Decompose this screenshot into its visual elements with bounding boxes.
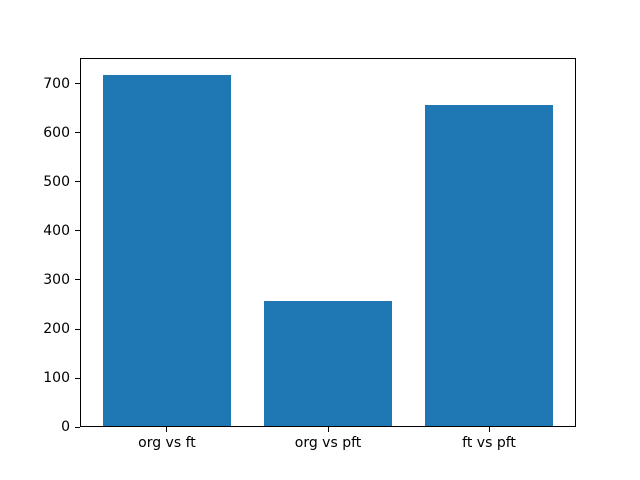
y-tick-mark [75,426,80,428]
y-tick-mark [75,132,80,134]
y-tick-label: 500 [43,173,70,190]
y-tick-mark [75,328,80,330]
x-tick-label: org vs ft [138,435,196,452]
y-tick-label: 400 [43,222,70,239]
y-tick-mark [75,377,80,379]
x-tick-mark [488,427,490,433]
y-tick-mark [75,181,80,183]
bar [263,300,393,428]
x-tick-mark [166,427,168,433]
y-tick-label: 0 [61,419,70,436]
y-tick-mark [75,83,80,85]
y-tick-mark [75,230,80,232]
y-tick-label: 700 [43,75,70,92]
x-tick-label: org vs pft [294,435,362,452]
y-tick-label: 100 [43,370,70,387]
y-tick-label: 200 [43,321,70,337]
y-tick-label: 600 [43,124,70,141]
bar [424,104,554,428]
y-tick-mark [75,279,80,281]
x-tick-mark [327,427,329,433]
x-tick-label: ft vs pft [462,435,516,452]
bar [102,75,232,428]
y-tick-label: 300 [43,271,70,288]
